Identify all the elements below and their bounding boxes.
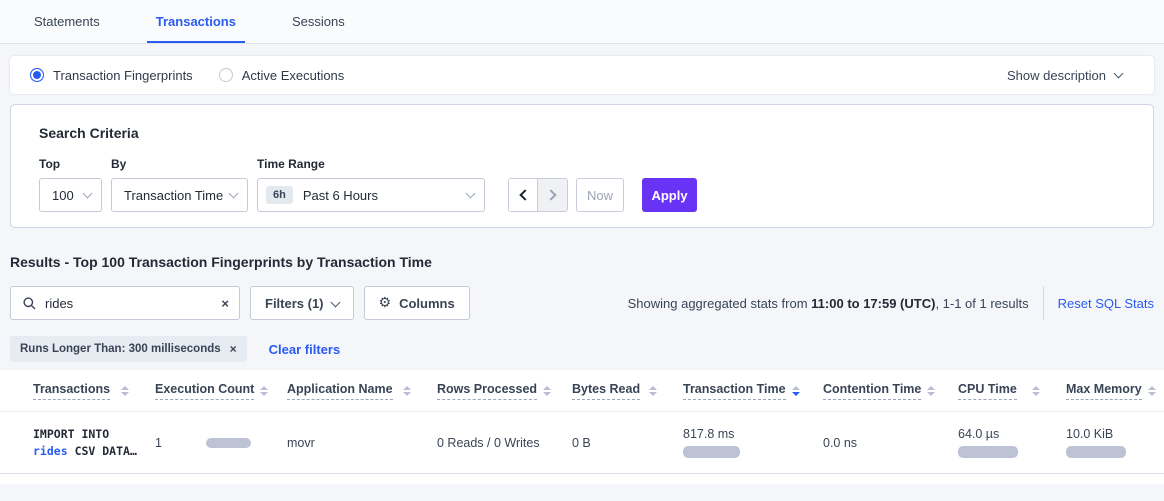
cpu-time-cell: 64.0 µs (958, 427, 1066, 458)
radio-label: Active Executions (241, 67, 345, 83)
table-header-row: Transactions Execution Count Application… (0, 370, 1164, 412)
columns-button[interactable]: ⚙ Columns (363, 286, 470, 320)
contention-time-cell: 0.0 ns (823, 435, 858, 450)
filters-button-label: Filters (1) (265, 295, 324, 311)
clear-filters-link[interactable]: Clear filters (268, 341, 341, 357)
clear-search-icon[interactable]: × (221, 295, 229, 311)
columns-button-label: Columns (399, 295, 455, 311)
chevron-left-icon (518, 189, 531, 201)
top-select-value: 100 (52, 187, 74, 203)
time-range-value: Past 6 Hours (302, 187, 378, 203)
sort-icon (1147, 385, 1156, 396)
search-criteria-card: Search Criteria Top 100 By Transaction T… (10, 104, 1154, 228)
sort-icon (1032, 385, 1040, 396)
now-button[interactable]: Now (576, 178, 624, 212)
transaction-time-cell: 817.8 ms (683, 427, 823, 458)
sort-icon (649, 385, 657, 396)
sort-desc-icon (791, 385, 800, 396)
cpu-time-bar (958, 446, 1018, 458)
filter-chip: Runs Longer Than: 300 milliseconds × (10, 336, 247, 362)
results-title: Results - Top 100 Transaction Fingerprin… (10, 254, 432, 270)
stats-time-range: 11:00 to 17:59 (UTC) (811, 295, 936, 311)
sort-icon (543, 385, 552, 396)
time-range-label: Time Range (257, 157, 325, 171)
results-table: Transactions Execution Count Application… (0, 370, 1164, 484)
active-filters-row: Runs Longer Than: 300 milliseconds × Cle… (10, 336, 1154, 362)
filter-chip-label: Runs Longer Than: 300 milliseconds (20, 343, 221, 355)
transaction-time-bar (683, 446, 740, 458)
execution-count-cell: 1 (155, 436, 287, 450)
by-label: By (111, 157, 127, 171)
sort-icon (121, 385, 129, 396)
search-input[interactable] (45, 295, 222, 311)
top-label: Top (39, 157, 61, 171)
stats-prefix: Showing aggregated stats from (627, 295, 812, 311)
by-select-value: Transaction Time (124, 187, 224, 203)
column-header-bytes-read[interactable]: Bytes Read (572, 382, 683, 400)
show-description-label: Show description (1007, 67, 1106, 83)
chevron-down-icon (228, 188, 239, 199)
time-range-badge: 6h (266, 186, 293, 204)
time-window-arrows (508, 178, 568, 212)
sort-icon (927, 385, 936, 396)
column-header-contention-time[interactable]: Contention Time (823, 382, 958, 400)
sort-icon (403, 385, 411, 396)
column-header-rows-processed[interactable]: Rows Processed (437, 382, 572, 400)
divider (1042, 286, 1044, 320)
search-icon (23, 296, 36, 309)
execution-count-bar (206, 437, 251, 448)
application-name-cell: movr (287, 435, 315, 450)
chevron-down-icon (82, 188, 93, 199)
previous-time-window-button[interactable] (509, 179, 538, 211)
chevron-down-icon (330, 297, 340, 307)
max-memory-bar (1066, 446, 1126, 458)
time-range-field: Time Range 6h Past 6 Hours (257, 157, 485, 212)
column-header-cpu-time[interactable]: CPU Time (958, 382, 1066, 400)
radio-active-executions[interactable]: Active Executions (218, 67, 345, 83)
sql-highlight: rides (33, 443, 68, 458)
view-toggle-panel: Transaction Fingerprints Active Executio… (10, 56, 1154, 94)
column-header-execution-count[interactable]: Execution Count (155, 382, 287, 400)
time-range-select[interactable]: 6h Past 6 Hours (257, 178, 485, 212)
table-row: IMPORT INTO rides CSV DATA… 1 movr 0 Rea… (0, 412, 1164, 474)
max-memory-cell: 10.0 KiB (1066, 427, 1164, 458)
tab-transactions[interactable]: Transactions (147, 0, 245, 43)
tab-statements[interactable]: Statements (34, 14, 100, 29)
by-select[interactable]: Transaction Time (111, 178, 248, 212)
aggregated-stats-text: Showing aggregated stats from 11:00 to 1… (628, 296, 1029, 311)
remove-filter-icon[interactable]: × (229, 342, 237, 356)
tab-sessions[interactable]: Sessions (291, 14, 345, 29)
transaction-fingerprint-link[interactable]: IMPORT INTO rides CSV DATA… (33, 426, 137, 458)
column-header-application-name[interactable]: Application Name (287, 382, 437, 400)
column-header-transaction-time[interactable]: Transaction Time (683, 382, 823, 400)
chevron-right-icon (545, 189, 557, 201)
page-tabbar: Statements Transactions Sessions (0, 0, 1164, 44)
rows-processed-cell: 0 Reads / 0 Writes (437, 435, 540, 450)
radio-label: Transaction Fingerprints (53, 67, 193, 83)
results-search-box: × (10, 286, 240, 320)
radio-unselected-icon (218, 68, 233, 82)
transactions-page: Statements Transactions Sessions Transac… (0, 0, 1164, 484)
radio-transaction-fingerprints[interactable]: Transaction Fingerprints (30, 68, 193, 83)
search-criteria-title: Search Criteria (39, 125, 139, 141)
radio-selected-icon (30, 68, 44, 82)
sort-icon (260, 385, 269, 396)
chevron-down-icon (1113, 68, 1124, 79)
column-header-transactions[interactable]: Transactions (33, 382, 155, 400)
reset-sql-stats-link[interactable]: Reset SQL Stats (1057, 295, 1154, 311)
next-time-window-button[interactable] (538, 179, 567, 211)
results-controls: × Filters (1) ⚙ Columns Showing aggregat… (10, 286, 1154, 320)
bytes-read-cell: 0 B (572, 435, 591, 450)
top-field: Top 100 (39, 157, 102, 212)
column-header-max-memory[interactable]: Max Memory (1066, 382, 1164, 400)
by-field: By Transaction Time (111, 157, 248, 212)
show-description-toggle[interactable]: Show description (1007, 68, 1134, 83)
filters-button[interactable]: Filters (1) (250, 286, 354, 320)
stats-suffix: , 1-1 of 1 results (935, 295, 1029, 311)
chevron-down-icon (465, 188, 476, 199)
gear-icon: ⚙ (378, 295, 392, 311)
apply-button[interactable]: Apply (642, 178, 697, 212)
top-select[interactable]: 100 (39, 178, 102, 212)
